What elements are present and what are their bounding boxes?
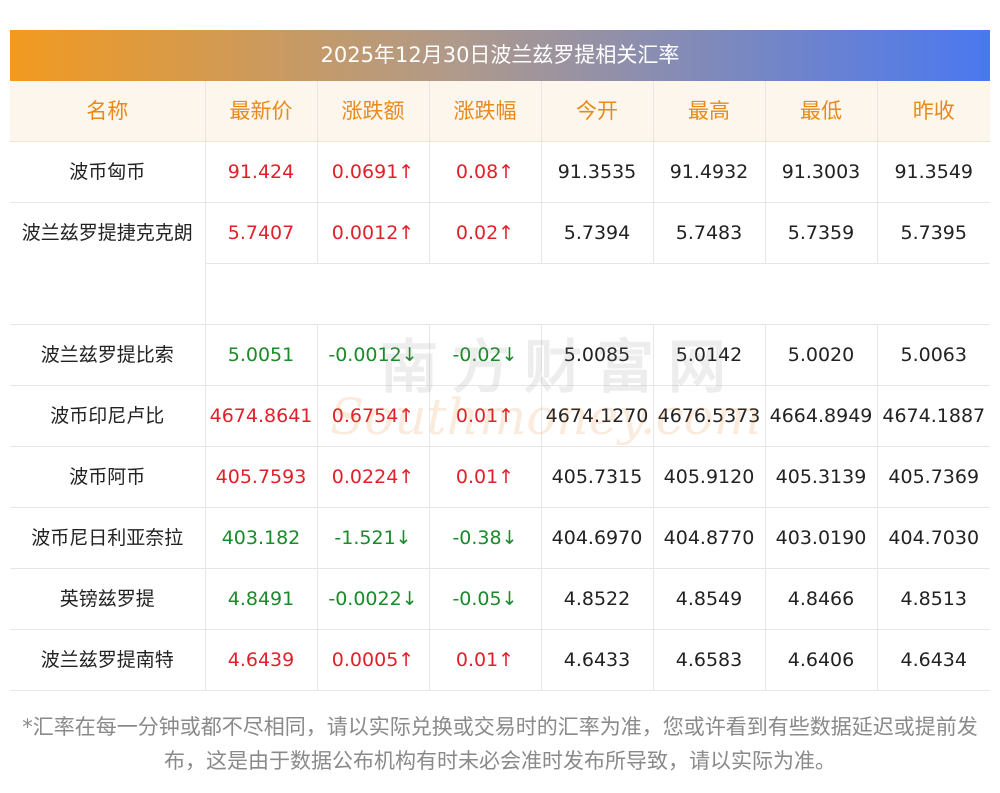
row-prev: 404.7030 [877, 507, 990, 569]
table-row: 波币阿币 405.7593 0.0224↑ 0.01↑ 405.7315 405… [10, 446, 990, 508]
disclaimer-footnote: *汇率在每一分钟或都不尽相同，请以实际兑换或交易时的汇率为准，您或许看到有些数据… [22, 715, 978, 773]
row-change: 0.0691↑ [317, 141, 430, 203]
column-header-name: 名称 [10, 81, 206, 142]
row-prev: 5.7395 [877, 202, 990, 264]
row-low: 405.3139 [765, 446, 878, 508]
exchange-rate-table: 名称 最新价 涨跌额 涨跌幅 今开 最高 最低 昨收 波币匈币 91.424 0… [10, 81, 990, 691]
row-high: 405.9120 [653, 446, 766, 508]
row-name: 波兰兹罗提南特 [10, 629, 206, 691]
row-latest: 403.182 [205, 507, 318, 569]
row-low: 91.3003 [765, 141, 878, 203]
table-row: 英镑兹罗提 4.8491 -0.0022↓ -0.05↓ 4.8522 4.85… [10, 568, 990, 630]
table-row: 波兰兹罗提捷克克朗 5.7407 0.0012↑ 0.02↑ 5.7394 5.… [10, 202, 990, 325]
row-pct: -0.02↓ [429, 324, 542, 386]
row-high: 4676.5373 [653, 385, 766, 447]
row-low: 4.8466 [765, 568, 878, 630]
row-latest: 405.7593 [205, 446, 318, 508]
row-change: -1.521↓ [317, 507, 430, 569]
column-header-low: 最低 [765, 81, 878, 142]
row-pct: 0.01↑ [429, 385, 542, 447]
row-pct: -0.38↓ [429, 507, 542, 569]
row-open: 405.7315 [541, 446, 654, 508]
row-high: 5.7483 [653, 202, 766, 264]
table-row: 波兰兹罗提南特 4.6439 0.0005↑ 0.01↑ 4.6433 4.65… [10, 629, 990, 691]
table-header-row: 名称 最新价 涨跌额 涨跌幅 今开 最高 最低 昨收 [10, 81, 990, 142]
row-low: 5.7359 [765, 202, 878, 264]
row-open: 4674.1270 [541, 385, 654, 447]
row-high: 4.8549 [653, 568, 766, 630]
row-pct: -0.05↓ [429, 568, 542, 630]
row-low: 5.0020 [765, 324, 878, 386]
row-latest: 4.8491 [205, 568, 318, 630]
row-low: 403.0190 [765, 507, 878, 569]
table-row: 波兰兹罗提比索 5.0051 -0.0012↓ -0.02↓ 5.0085 5.… [10, 324, 990, 386]
row-change: 0.0224↑ [317, 446, 430, 508]
column-header-open: 今开 [541, 81, 654, 142]
row-open: 404.6970 [541, 507, 654, 569]
row-open: 4.6433 [541, 629, 654, 691]
row-change: -0.0012↓ [317, 324, 430, 386]
row-open: 4.8522 [541, 568, 654, 630]
row-name: 波币匈币 [10, 141, 206, 203]
column-header-change: 涨跌额 [317, 81, 430, 142]
column-header-high: 最高 [653, 81, 766, 142]
row-latest: 4.6439 [205, 629, 318, 691]
row-pct: 0.01↑ [429, 629, 542, 691]
row-high: 404.8770 [653, 507, 766, 569]
row-name: 波兰兹罗提比索 [10, 324, 206, 386]
row-name: 英镑兹罗提 [10, 568, 206, 630]
row-name: 波币阿币 [10, 446, 206, 508]
row-change: 0.6754↑ [317, 385, 430, 447]
row-latest: 91.424 [205, 141, 318, 203]
row-name: 波币尼日利亚奈拉 [10, 507, 206, 569]
row-high: 4.6583 [653, 629, 766, 691]
row-prev: 405.7369 [877, 446, 990, 508]
table-row: 波币印尼卢比 4674.8641 0.6754↑ 0.01↑ 4674.1270… [10, 385, 990, 447]
page-title: 2025年12月30日波兰兹罗提相关汇率 [10, 30, 990, 81]
row-high: 91.4932 [653, 141, 766, 203]
row-prev: 91.3549 [877, 141, 990, 203]
table-row: 波币匈币 91.424 0.0691↑ 0.08↑ 91.3535 91.493… [10, 141, 990, 203]
row-open: 91.3535 [541, 141, 654, 203]
row-prev: 4674.1887 [877, 385, 990, 447]
row-low: 4664.8949 [765, 385, 878, 447]
row-pct: 0.01↑ [429, 446, 542, 508]
row-high: 5.0142 [653, 324, 766, 386]
row-pct: 0.08↑ [429, 141, 542, 203]
row-prev: 4.6434 [877, 629, 990, 691]
empty-cell [205, 263, 990, 325]
row-latest: 4674.8641 [205, 385, 318, 447]
row-change: 0.0012↑ [317, 202, 430, 264]
row-pct: 0.02↑ [429, 202, 542, 264]
row-open: 5.0085 [541, 324, 654, 386]
row-name: 波币印尼卢比 [10, 385, 206, 447]
row-latest: 5.7407 [205, 202, 318, 264]
row-change: -0.0022↓ [317, 568, 430, 630]
row-change: 0.0005↑ [317, 629, 430, 691]
table-row-spacer [10, 263, 990, 325]
row-open: 5.7394 [541, 202, 654, 264]
column-header-prev: 昨收 [877, 81, 990, 142]
row-prev: 4.8513 [877, 568, 990, 630]
row-prev: 5.0063 [877, 324, 990, 386]
column-header-latest: 最新价 [205, 81, 318, 142]
table-row: 波币尼日利亚奈拉 403.182 -1.521↓ -0.38↓ 404.6970… [10, 507, 990, 569]
row-latest: 5.0051 [205, 324, 318, 386]
row-low: 4.6406 [765, 629, 878, 691]
column-header-pct: 涨跌幅 [429, 81, 542, 142]
row-name: 波兰兹罗提捷克克朗 [10, 202, 206, 325]
